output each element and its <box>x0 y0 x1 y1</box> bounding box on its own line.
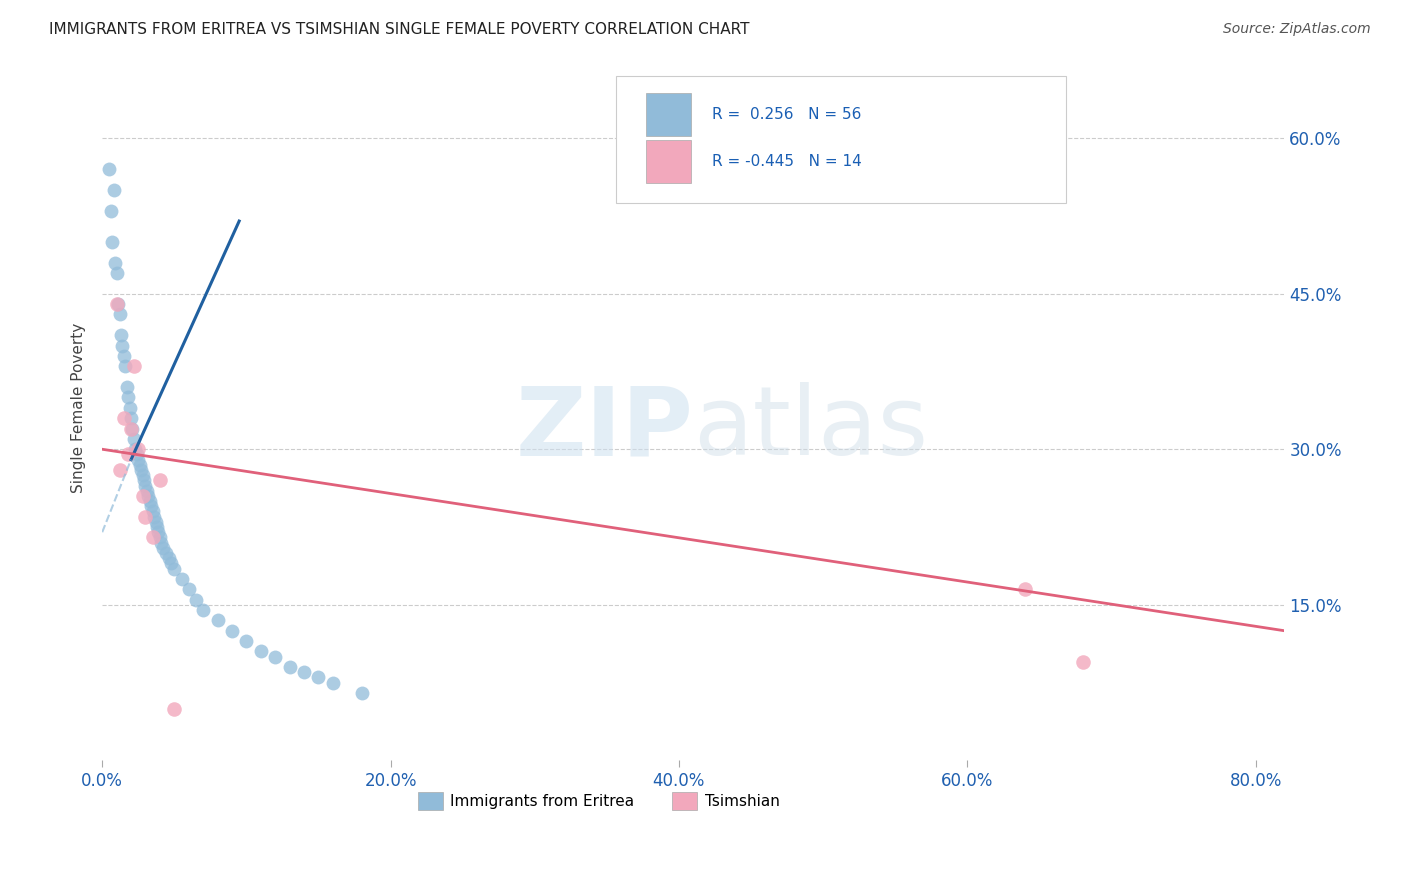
Text: IMMIGRANTS FROM ERITREA VS TSIMSHIAN SINGLE FEMALE POVERTY CORRELATION CHART: IMMIGRANTS FROM ERITREA VS TSIMSHIAN SIN… <box>49 22 749 37</box>
Point <box>110 328 132 343</box>
Point <box>98 162 121 177</box>
Point <box>150 535 173 549</box>
Point <box>308 670 330 684</box>
FancyBboxPatch shape <box>616 77 1066 203</box>
Point <box>152 541 174 555</box>
Text: R = -0.445   N = 14: R = -0.445 N = 14 <box>713 154 862 169</box>
Point <box>105 266 128 280</box>
Point <box>207 613 229 627</box>
FancyBboxPatch shape <box>645 140 690 184</box>
Point <box>163 561 186 575</box>
Point <box>145 515 167 529</box>
Point <box>221 624 243 638</box>
Point <box>131 489 153 503</box>
Point <box>177 582 200 597</box>
Point <box>127 452 149 467</box>
Legend: Immigrants from Eritrea, Tsimshian: Immigrants from Eritrea, Tsimshian <box>412 787 786 816</box>
Point <box>115 380 138 394</box>
Point <box>117 391 139 405</box>
Point <box>249 644 271 658</box>
Point <box>128 458 150 472</box>
Point <box>141 500 163 514</box>
Point <box>127 442 149 457</box>
Point <box>142 504 165 518</box>
Point <box>131 468 153 483</box>
Point <box>1014 582 1036 597</box>
Point <box>292 665 315 680</box>
Point <box>105 297 128 311</box>
Point <box>264 649 287 664</box>
Point <box>350 686 373 700</box>
Point <box>112 349 135 363</box>
Text: R =  0.256   N = 56: R = 0.256 N = 56 <box>713 107 862 122</box>
Point <box>124 442 146 457</box>
Point <box>117 447 139 461</box>
Point <box>157 551 180 566</box>
Point <box>138 489 160 503</box>
Point <box>112 411 135 425</box>
Text: atlas: atlas <box>693 383 928 475</box>
Y-axis label: Single Female Poverty: Single Female Poverty <box>72 323 86 493</box>
Point <box>122 432 145 446</box>
Point <box>191 603 214 617</box>
Point <box>155 546 177 560</box>
Point <box>104 255 127 269</box>
Point <box>170 572 193 586</box>
Point <box>322 675 344 690</box>
Point <box>134 509 156 524</box>
Point <box>235 634 257 648</box>
Point <box>107 297 129 311</box>
Point <box>129 463 152 477</box>
Point <box>278 660 301 674</box>
Point <box>149 530 172 544</box>
Point <box>163 701 186 715</box>
Point <box>118 401 141 415</box>
Point <box>122 359 145 374</box>
Point <box>111 338 134 352</box>
Point <box>120 411 142 425</box>
Point <box>184 592 207 607</box>
Point <box>103 183 125 197</box>
FancyBboxPatch shape <box>645 93 690 136</box>
Point <box>121 421 143 435</box>
Point <box>149 474 172 488</box>
Point <box>101 235 124 249</box>
Point <box>108 463 131 477</box>
Point <box>148 525 170 540</box>
Point <box>160 557 183 571</box>
Point <box>114 359 136 374</box>
Point <box>125 447 148 461</box>
Point <box>146 520 169 534</box>
Point <box>132 474 155 488</box>
Text: Source: ZipAtlas.com: Source: ZipAtlas.com <box>1223 22 1371 37</box>
Point <box>143 509 166 524</box>
Point <box>135 483 157 498</box>
Point <box>108 307 131 321</box>
Text: ZIP: ZIP <box>516 383 693 475</box>
Point <box>134 478 156 492</box>
Point <box>139 494 162 508</box>
Point <box>142 530 165 544</box>
Point <box>100 203 122 218</box>
Point <box>1071 655 1094 669</box>
Point <box>120 421 142 435</box>
